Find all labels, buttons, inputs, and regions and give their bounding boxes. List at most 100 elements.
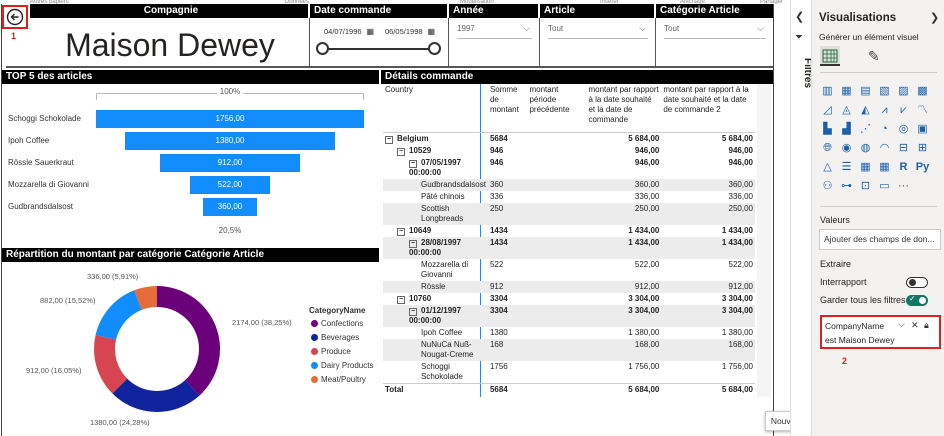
matrix-row[interactable]: −01/12/1997 00:00:00 3304 3 304,00 3 304,00 bbox=[383, 304, 755, 327]
area-chart-icon[interactable]: ◬ bbox=[842, 104, 851, 116]
map-icon[interactable]: 🌐︎ bbox=[823, 142, 832, 154]
matrix-row[interactable]: −10649 1434 1 434,00 1 434,00 bbox=[383, 225, 755, 237]
collapse-icon[interactable]: − bbox=[397, 227, 405, 236]
funnel-bar[interactable]: 1756,00 bbox=[96, 110, 364, 128]
chevron-left-icon[interactable]: ❮ bbox=[795, 11, 805, 23]
kpi-icon[interactable]: △ bbox=[823, 161, 832, 173]
year-dropdown[interactable]: 1997 ⌵ bbox=[457, 23, 532, 39]
funnel-bar[interactable]: 1380,00 bbox=[124, 132, 336, 150]
matrix-row[interactable]: −28/08/1997 00:00:00 1434 1 434,00 1 434,00 bbox=[383, 236, 755, 259]
date-range-end-handle[interactable] bbox=[428, 42, 441, 55]
donut-slice[interactable] bbox=[134, 286, 157, 310]
stacked-column-icon[interactable]: ▦ bbox=[841, 85, 852, 97]
matrix-row[interactable]: Ipoh Coffee 1380 1 380,00 1 380,00 bbox=[383, 327, 755, 339]
col-header[interactable]: montant période précédente bbox=[529, 85, 570, 114]
100-bar-icon[interactable]: ▨ bbox=[898, 85, 909, 97]
donut-slice[interactable] bbox=[95, 290, 142, 340]
matrix-icon[interactable]: ▦ bbox=[879, 161, 890, 173]
filters-tab-label[interactable]: Filtres bbox=[802, 58, 813, 89]
ribbon-chart-icon[interactable]: 〽 bbox=[917, 104, 928, 116]
legend-item[interactable]: Dairy Products bbox=[311, 361, 373, 370]
date-range-start-handle[interactable] bbox=[316, 42, 329, 55]
matrix-row[interactable]: Gudbrandsdalsost 360 360,00 360,00 bbox=[383, 178, 755, 191]
slicer-icon[interactable]: ☰ bbox=[841, 161, 852, 173]
legend-item[interactable]: Meat/Poultry bbox=[311, 375, 366, 384]
matrix-row[interactable]: Schoggi Schokolade 1756 1 756,00 1 756,00 bbox=[383, 361, 755, 384]
date-range-track[interactable] bbox=[322, 48, 436, 50]
end-date-input[interactable]: 06/05/1998 ▦ bbox=[383, 25, 435, 38]
waterfall-icon[interactable]: ▙ bbox=[823, 123, 832, 135]
start-date-input[interactable]: 04/07/1996 ▦ bbox=[322, 25, 374, 38]
chevron-down-icon[interactable]: ⌵ bbox=[898, 319, 905, 329]
close-icon[interactable]: ✕ bbox=[911, 320, 919, 330]
donut-slice[interactable] bbox=[157, 286, 221, 396]
build-visual-tab[interactable] bbox=[820, 46, 840, 66]
article-dropdown[interactable]: Tout ⌵ bbox=[548, 23, 648, 39]
col-header[interactable]: montant par rapport à la date souhaité e… bbox=[588, 85, 659, 124]
calendar-icon[interactable]: ▦ bbox=[427, 27, 435, 36]
matrix-row[interactable]: Total 5684 5 684,00 5 684,00 bbox=[383, 382, 755, 396]
more-visuals-icon[interactable]: ··· bbox=[898, 180, 909, 192]
legend-item[interactable]: Produce bbox=[311, 347, 351, 356]
matrix-row[interactable]: −10529 946 946,00 946,00 bbox=[383, 145, 755, 157]
clustered-column-icon[interactable]: ▧ bbox=[879, 85, 890, 97]
gauge-icon[interactable]: ◠ bbox=[879, 142, 890, 154]
matrix-scrollbar[interactable] bbox=[757, 84, 771, 397]
clustered-bar-icon[interactable]: ▤ bbox=[860, 85, 871, 97]
card-icon[interactable]: ⊟ bbox=[898, 142, 909, 154]
python-visual-icon[interactable]: Py bbox=[915, 161, 930, 173]
matrix-row[interactable]: NuNuCa Nuß-Nougat-Creme 168 168,00 168,00 bbox=[383, 338, 755, 361]
filled-map-icon[interactable]: ◉ bbox=[841, 142, 852, 154]
matrix-row[interactable]: −10760 3304 3 304,00 3 304,00 bbox=[383, 293, 755, 305]
donut-icon[interactable]: ◎ bbox=[898, 123, 909, 135]
multirow-card-icon[interactable]: ⊞ bbox=[917, 142, 928, 154]
pie-icon[interactable]: ◔ bbox=[881, 123, 888, 135]
col-header[interactable]: montant par rapport à la date souhaité e… bbox=[663, 85, 749, 114]
add-fields-well[interactable]: Ajouter des champs de don... bbox=[819, 229, 941, 250]
collapse-icon[interactable]: − bbox=[385, 135, 393, 144]
funnel-icon[interactable]: ▟ bbox=[842, 123, 851, 135]
filters-pane-collapsed[interactable]: ❮ ⏷ Filtres bbox=[790, 0, 813, 436]
legend-item[interactable]: Confections bbox=[311, 319, 363, 328]
matrix-row[interactable]: −07/05/1997 00:00:00 946 946,00 946,00 bbox=[383, 157, 755, 179]
category-donut-chart[interactable]: 2174,00 (38,25%) 1380,00 (24,28%) 912,00… bbox=[2, 262, 379, 434]
collapse-icon[interactable]: − bbox=[397, 147, 405, 156]
treemap-icon[interactable]: ▣ bbox=[917, 123, 928, 135]
legend-item[interactable]: Beverages bbox=[311, 333, 359, 342]
matrix-row[interactable]: Scottish Longbreads 250 250,00 250,00 bbox=[383, 202, 755, 225]
scatter-icon[interactable]: ⋰ bbox=[860, 123, 871, 135]
stacked-bar-icon[interactable]: ▥ bbox=[822, 85, 833, 97]
line-column-icon[interactable]: ⩘ bbox=[881, 104, 888, 116]
r-visual-icon[interactable]: R bbox=[899, 161, 908, 173]
collapse-icon[interactable]: − bbox=[409, 239, 417, 248]
qna-icon[interactable]: ⊡ bbox=[860, 180, 871, 192]
donut-slice[interactable] bbox=[112, 378, 200, 412]
col-header[interactable]: Country bbox=[385, 85, 414, 94]
stacked-area-icon[interactable]: ◭ bbox=[861, 104, 870, 116]
category-dropdown[interactable]: Tout ⌵ bbox=[664, 23, 766, 39]
collapse-icon[interactable]: − bbox=[409, 159, 417, 168]
funnel-bar[interactable]: 360,00 bbox=[202, 198, 258, 216]
narrative-icon[interactable]: ▭ bbox=[879, 180, 890, 192]
calendar-icon[interactable]: ▦ bbox=[366, 27, 374, 36]
col-header[interactable]: Somme de montant bbox=[489, 85, 519, 114]
funnel-bar[interactable]: 912,00 bbox=[160, 154, 300, 172]
matrix-row[interactable]: Rössle 912 912,00 912,00 bbox=[383, 280, 755, 293]
donut-slice[interactable] bbox=[94, 334, 128, 394]
details-matrix[interactable]: Country Somme de montant montant période… bbox=[383, 84, 755, 396]
format-visual-icon[interactable]: ✎ bbox=[868, 48, 880, 64]
line-chart-icon[interactable]: ◿ bbox=[823, 104, 832, 116]
matrix-row[interactable]: − Belgium 5684 5 684,00 5 684,00 bbox=[383, 131, 755, 145]
collapse-icon[interactable]: − bbox=[397, 295, 405, 304]
drillthrough-filter-card[interactable]: CompanyName ⌵ ✕ 🔒︎ est Maison Dewey bbox=[820, 315, 941, 349]
table-icon[interactable]: ▦ bbox=[860, 161, 871, 173]
matrix-row[interactable]: Pâté chinois 336 336,00 336,00 bbox=[383, 191, 755, 203]
cross-report-toggle[interactable] bbox=[906, 277, 928, 288]
100-column-icon[interactable]: ▩ bbox=[917, 85, 928, 97]
shape-map-icon[interactable]: ◍ bbox=[860, 142, 871, 154]
funnel-bar[interactable]: 522,00 bbox=[190, 176, 270, 194]
keep-filters-toggle[interactable]: ✓ bbox=[906, 294, 928, 306]
matrix-row[interactable]: Mozzarella di Giovanni 522 522,00 522,00 bbox=[383, 259, 755, 281]
top5-funnel-chart[interactable]: 100% Schoggi Schokolade 1756,00 Ipoh Coffe… bbox=[2, 84, 379, 246]
back-button[interactable] bbox=[2, 5, 28, 29]
